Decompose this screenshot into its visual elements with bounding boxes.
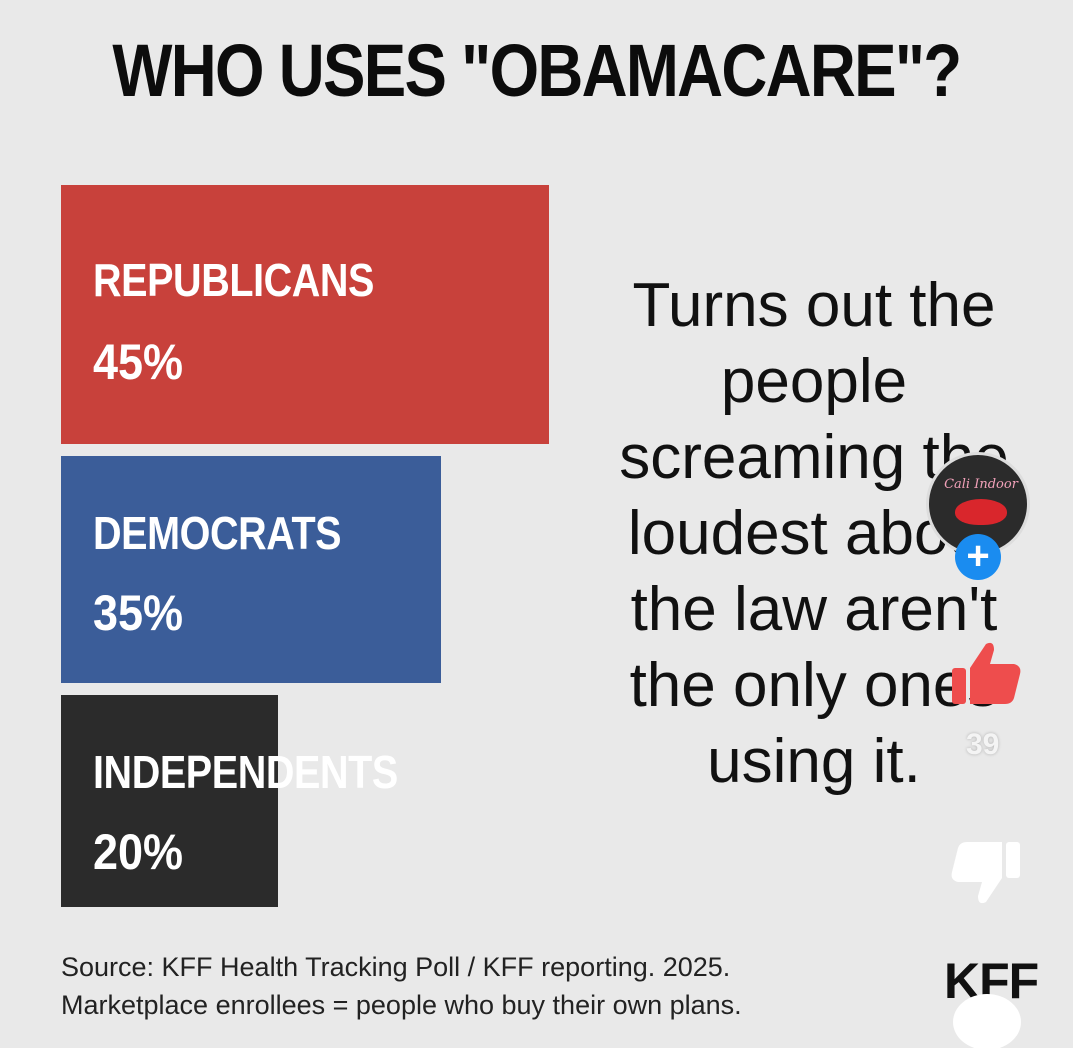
chart-title: WHO USES "OBAMACARE"? <box>112 29 962 112</box>
thumbs-down-icon[interactable] <box>950 840 1022 906</box>
source-line-1: Source: KFF Health Tracking Poll / KFF r… <box>61 952 731 982</box>
annotation-line: Turns out the <box>632 271 996 340</box>
source-line-2: Marketplace enrollees = people who buy t… <box>61 990 742 1020</box>
annotation-line: the law aren't <box>630 575 998 644</box>
avatar-text: Cali Indoor <box>944 477 1018 492</box>
bar-republicans: REPUBLICANS 45% <box>61 185 549 444</box>
lips-logo-icon <box>955 499 1007 525</box>
follow-button[interactable]: + <box>955 534 1001 580</box>
bar-value-label: 35% <box>93 585 184 641</box>
annotation-line: using it. <box>707 727 921 796</box>
bar-label: INDEPENDENTS <box>93 746 398 798</box>
bar-value-label: 45% <box>93 334 184 390</box>
bar-democrats: DEMOCRATS 35% <box>61 456 441 683</box>
like-count: 39 <box>966 728 1000 761</box>
bar-independents: INDEPENDENTS 20% <box>61 695 398 907</box>
bar-label: DEMOCRATS <box>93 507 342 559</box>
source-note: Source: KFF Health Tracking Poll / KFF r… <box>61 948 742 1024</box>
annotation-line: people <box>720 347 908 416</box>
bar-value-label: 20% <box>93 824 184 880</box>
thumbs-up-icon[interactable] <box>950 640 1022 706</box>
bar-label: REPUBLICANS <box>93 254 375 306</box>
speech-bubble-icon[interactable] <box>950 986 1024 1048</box>
annotation-line: the only ones <box>629 651 999 720</box>
annotation-text: Turns out the people screaming the loude… <box>596 268 1032 800</box>
